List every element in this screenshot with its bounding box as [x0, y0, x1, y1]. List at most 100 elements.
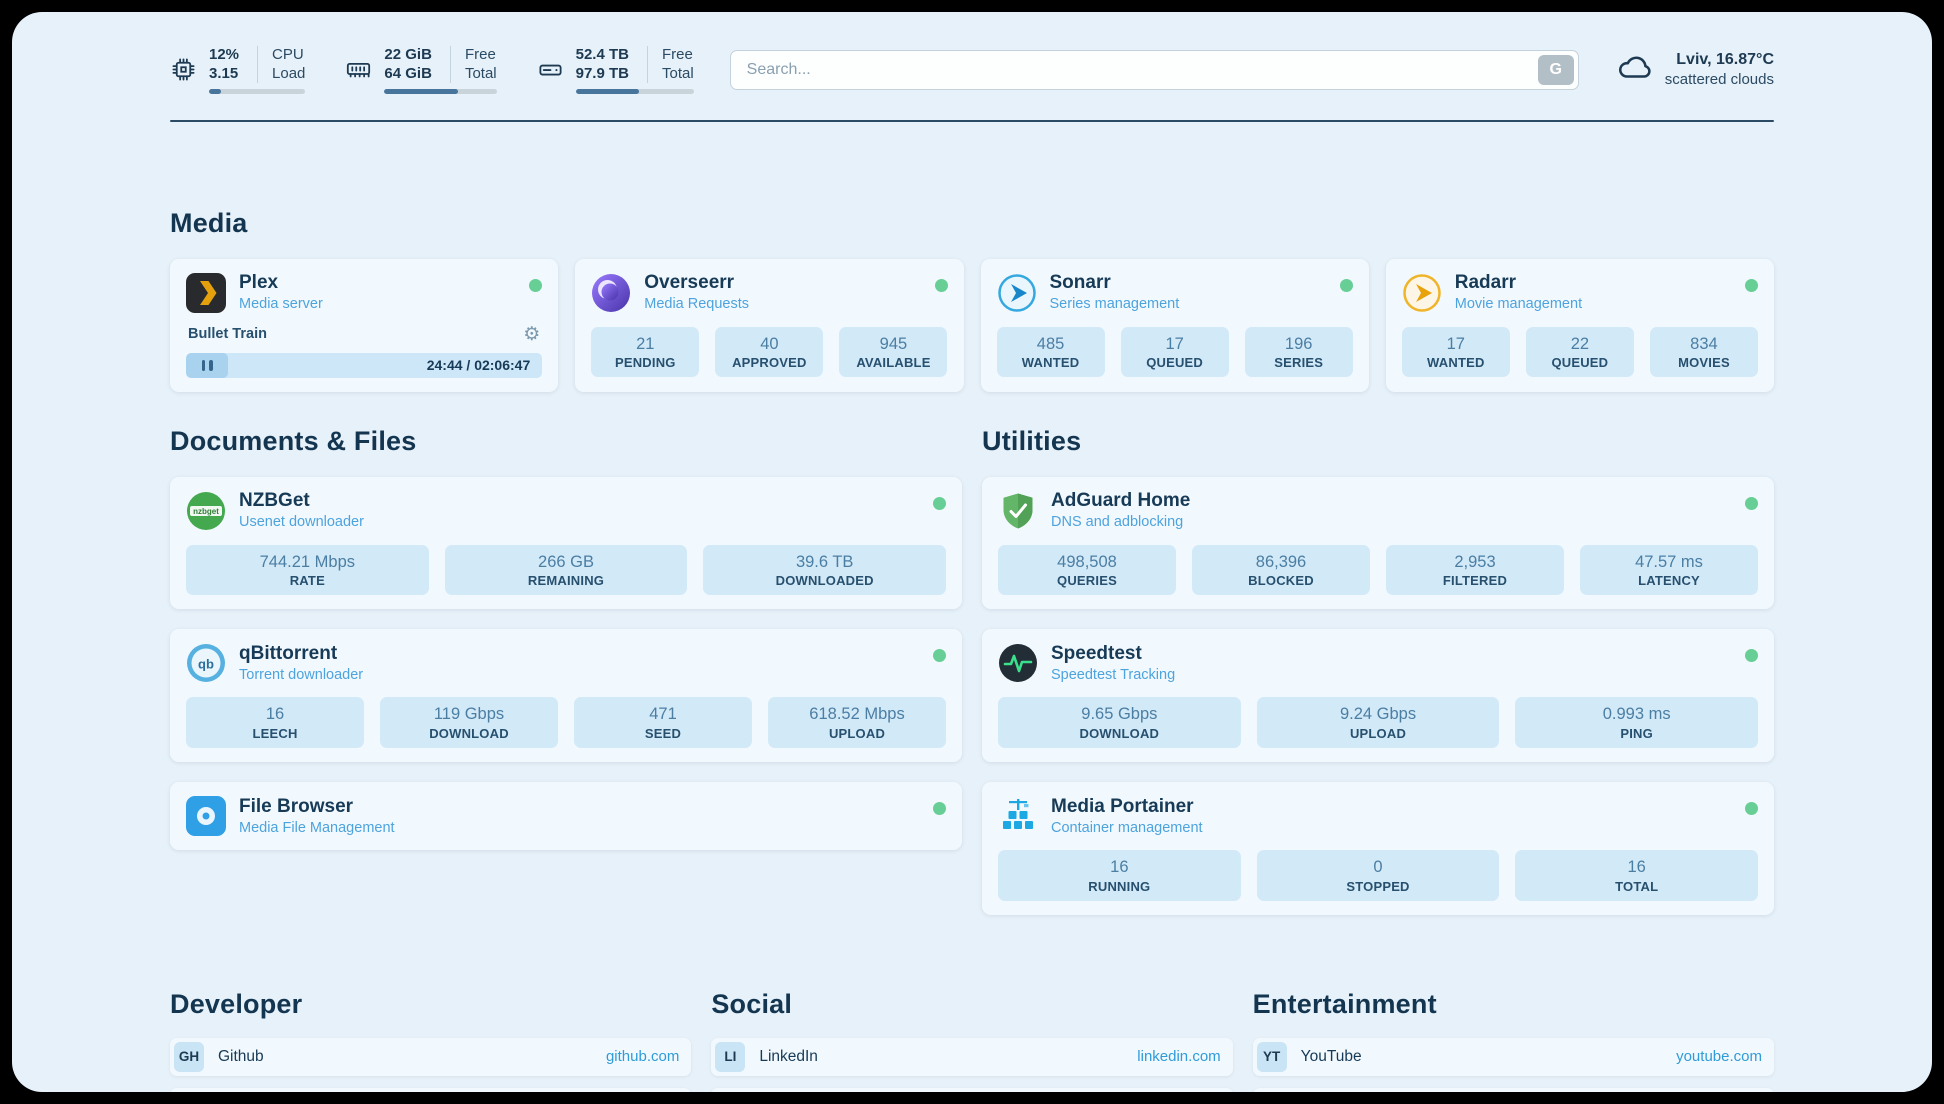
pause-button[interactable]: [186, 352, 228, 378]
disk-progress-fill: [575, 88, 640, 94]
cloud-icon: [1615, 48, 1653, 91]
bookmark-badge: YT: [1256, 1041, 1287, 1072]
app-card-portainer[interactable]: Media Portainer Container management 16 …: [982, 782, 1774, 915]
weather-widget: Lviv, 16.87°C scattered clouds: [1615, 48, 1774, 91]
ram-total-value: 64 GiB: [384, 65, 432, 83]
app-subtitle: Media File Management: [239, 819, 395, 836]
stat-box: 16 RUNNING: [998, 850, 1241, 901]
stat-box: 22 QUEUED: [1525, 326, 1634, 378]
app-card-radarr[interactable]: Radarr Movie management 17 WANTED 22 QUE…: [1385, 258, 1774, 392]
stat-box: 471 SEED: [574, 697, 752, 749]
app-subtitle: Media Requests: [644, 295, 750, 312]
bookmark-name: Github: [218, 1047, 264, 1065]
app-subtitle: Torrent downloader: [239, 666, 364, 683]
search-engine-button[interactable]: G: [1537, 54, 1574, 85]
bookmark-badge: GH: [174, 1041, 204, 1072]
disk-metric: 52.4 TB 97.9 TB Free Total: [537, 46, 694, 94]
developer-column: Developer GH Github github.com SO StackO…: [170, 988, 692, 1092]
app-name: Speedtest: [1051, 642, 1142, 664]
stat-box: 86,396 BLOCKED: [1192, 544, 1370, 596]
system-metrics: 12% 3.15 CPU Load: [170, 46, 694, 94]
cpu-progress-fill: [209, 88, 221, 94]
app-card-nzbget[interactable]: nzbget NZBGet Usenet downloader 744.21 M…: [170, 476, 962, 610]
stat-box: 834 MOVIES: [1649, 326, 1758, 378]
nzbget-icon: nzbget: [186, 491, 226, 531]
header: 12% 3.15 CPU Load: [12, 12, 1932, 94]
app-subtitle: Movie management: [1454, 295, 1583, 312]
radarr-icon: [1402, 273, 1442, 313]
bookmark-linkedin[interactable]: LI LinkedIn linkedin.com: [711, 1037, 1233, 1076]
bookmark-badge: LI: [715, 1041, 746, 1072]
ram-icon: [345, 56, 372, 83]
app-card-plex[interactable]: Plex Media server Bullet Train ⚙ 24:44 /…: [170, 258, 559, 392]
ram-progress-fill: [384, 88, 459, 94]
bookmark-netflix[interactable]: NF Netflix netflix.com: [1252, 1087, 1774, 1092]
section-title-developer: Developer: [170, 988, 303, 1019]
search-container: G: [729, 49, 1579, 90]
documents-column: Documents & Files nzbget NZBGet Usenet d…: [170, 426, 962, 915]
app-card-qbittorrent[interactable]: qb qBittorrent Torrent downloader 16: [170, 629, 962, 763]
stat-box: 618.52 Mbps UPLOAD: [768, 697, 946, 749]
app-card-sonarr[interactable]: Sonarr Series management 485 WANTED 17 Q…: [980, 258, 1369, 392]
plex-seek-bar[interactable]: 24:44 / 02:06:47: [186, 352, 543, 378]
status-dot: [1745, 496, 1758, 510]
app-card-overseerr[interactable]: Overseerr Media Requests 21 PENDING 40 A…: [575, 258, 964, 392]
status-dot: [933, 802, 946, 816]
adguard-icon: [998, 491, 1038, 531]
bookmark-name: YouTube: [1300, 1047, 1362, 1065]
app-name: qBittorrent: [239, 642, 338, 664]
disk-free-label: Free: [661, 46, 693, 63]
app-card-filebrowser[interactable]: File Browser Media File Management: [170, 782, 962, 851]
app-card-adguard[interactable]: AdGuard Home DNS and adblocking 498,508 …: [982, 476, 1774, 610]
sonarr-icon: [997, 273, 1037, 313]
bookmark-url[interactable]: youtube.com: [1676, 1048, 1762, 1066]
ram-total-label: Total: [464, 65, 497, 83]
cpu-label: CPU: [272, 46, 304, 63]
plex-time: 24:44 / 02:06:47: [426, 357, 531, 373]
status-dot: [934, 278, 948, 292]
bookmark-twitter[interactable]: TW Twitter twitter.com: [711, 1087, 1233, 1092]
weather-location: Lviv, 16.87°C: [1676, 51, 1774, 69]
bookmark-youtube[interactable]: YT YouTube youtube.com: [1252, 1037, 1774, 1076]
app-name: Overseerr: [644, 272, 735, 294]
disk-total-value: 97.9 TB: [575, 65, 629, 83]
stat-box: 485 WANTED: [996, 326, 1105, 378]
ram-free-value: 22 GiB: [384, 46, 432, 63]
stat-box: 2,953 FILTERED: [1386, 544, 1564, 596]
ram-free-label: Free: [464, 46, 496, 63]
status-dot: [1745, 278, 1758, 292]
stat-box: 0 STOPPED: [1256, 850, 1500, 901]
svg-text:nzbget: nzbget: [193, 506, 219, 515]
app-subtitle: Media server: [239, 295, 323, 312]
app-card-speedtest[interactable]: Speedtest Speedtest Tracking 9.65 Gbps D…: [982, 629, 1774, 763]
weather-condition: scattered clouds: [1664, 71, 1774, 89]
status-dot: [1745, 649, 1758, 663]
app-name: Radarr: [1454, 272, 1516, 294]
stat-box: 744.21 Mbps RATE: [186, 544, 429, 596]
stat-box: 9.24 Gbps UPLOAD: [1256, 697, 1500, 749]
bookmark-github[interactable]: GH Github github.com: [170, 1037, 692, 1076]
bookmark-stackoverflow[interactable]: SO StackOverflow stackoverflow.com: [170, 1087, 692, 1092]
filebrowser-icon: [186, 796, 226, 837]
bookmark-url[interactable]: github.com: [605, 1048, 680, 1066]
stat-box: 0.993 ms PING: [1515, 697, 1759, 749]
gear-icon[interactable]: ⚙: [523, 323, 541, 345]
app-name: Media Portainer: [1051, 795, 1194, 817]
stat-box: 16 LEECH: [186, 697, 364, 749]
search-input[interactable]: [729, 49, 1579, 90]
section-title-utilities: Utilities: [982, 425, 1082, 456]
section-title-media: Media: [170, 207, 248, 238]
bookmark-url[interactable]: linkedin.com: [1137, 1048, 1221, 1066]
section-title-social: Social: [711, 988, 793, 1019]
stat-box: 266 GB REMAINING: [444, 544, 688, 596]
stat-box: 39.6 TB DOWNLOADED: [703, 544, 947, 596]
app-subtitle: Speedtest Tracking: [1051, 666, 1176, 683]
cpu-load-label: Load: [272, 65, 306, 83]
overseerr-icon: [591, 273, 631, 313]
status-dot: [933, 496, 946, 510]
stat-box: 16 TOTAL: [1515, 850, 1759, 901]
speedtest-icon: [998, 643, 1038, 683]
app-name: File Browser: [239, 795, 354, 817]
status-dot: [933, 649, 946, 663]
cpu-load-value: 3.15: [209, 65, 239, 83]
